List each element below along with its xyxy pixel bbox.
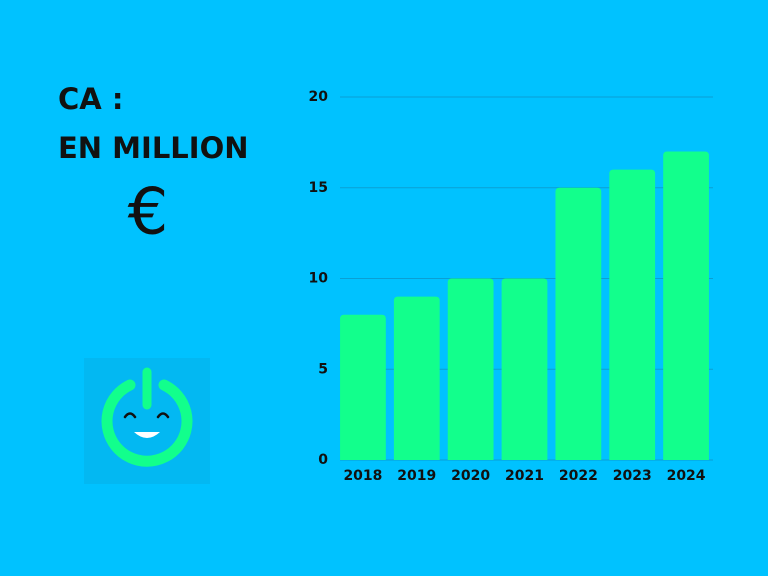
x-tick-label: 2018 [343,468,382,484]
bar [340,314,386,460]
bar [663,151,709,460]
y-tick-label: 5 [318,361,328,377]
x-tick-label: 2021 [505,468,544,484]
bar [393,296,440,460]
logo-ring [101,379,193,467]
bar [609,169,656,460]
y-tick-label: 15 [309,180,328,196]
logo-eye [156,412,170,419]
bar [501,278,548,460]
x-tick-label: 2023 [613,468,652,484]
bar [447,278,494,460]
x-tick-label: 2020 [451,468,490,484]
unit-annotation: € [128,176,169,250]
x-tick-label: 2022 [559,468,598,484]
logo-smile [134,432,160,438]
chart-subtitle: EN MILLION [58,131,249,165]
x-tick-label: 2024 [667,468,706,484]
y-tick-label: 10 [309,271,329,287]
logo [84,358,210,484]
bar [555,187,602,460]
logo-eye [123,412,137,419]
y-tick-label: 20 [309,89,329,105]
chart-title: CA : [58,82,123,116]
y-tick-label: 0 [318,452,328,468]
x-tick-label: 2019 [397,468,436,484]
